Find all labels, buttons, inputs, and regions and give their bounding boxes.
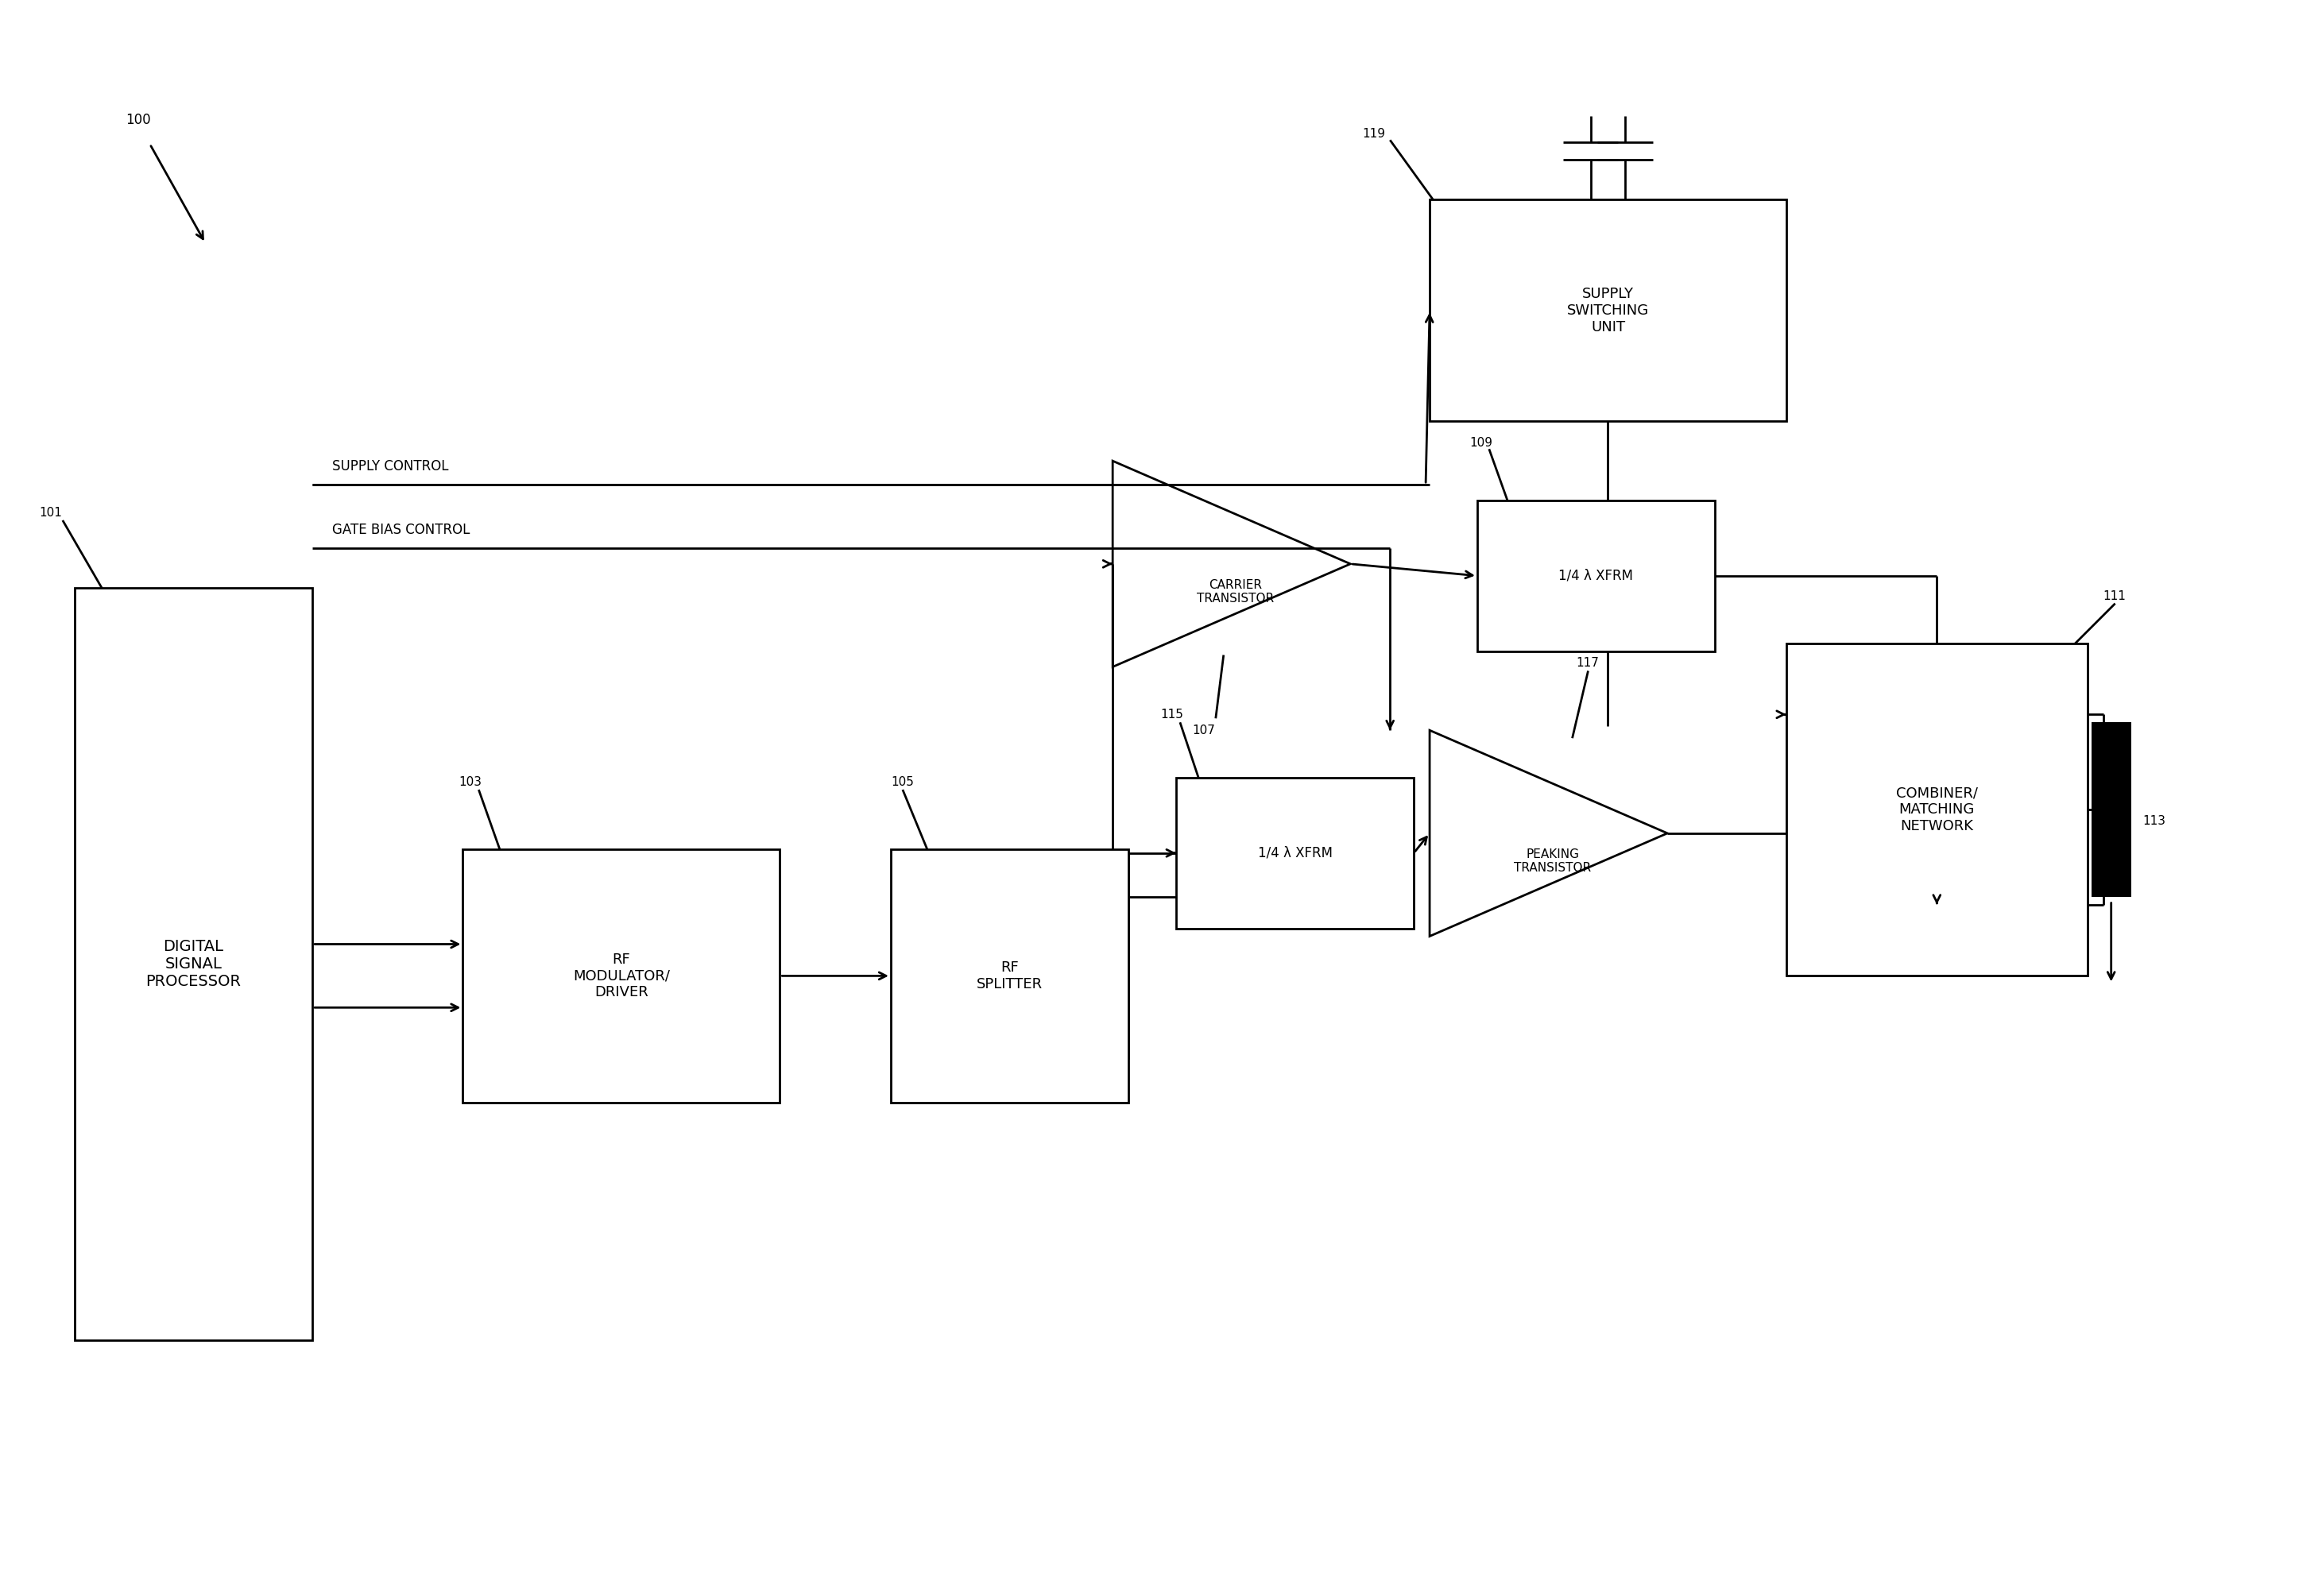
Text: SUPPLY
SWITCHING
UNIT: SUPPLY SWITCHING UNIT	[1567, 287, 1649, 334]
Bar	[1430, 200, 1786, 421]
Text: 119: 119	[1363, 128, 1386, 140]
Text: DIGITAL
SIGNAL
PROCESSOR: DIGITAL SIGNAL PROCESSOR	[146, 938, 241, 990]
Text: COMBINER/
MATCHING
NETWORK: COMBINER/ MATCHING NETWORK	[1895, 785, 1978, 833]
Bar	[892, 849, 1128, 1103]
Bar	[1786, 643, 2087, 975]
Text: 103: 103	[460, 776, 483, 788]
Text: GATE BIAS CONTROL: GATE BIAS CONTROL	[332, 522, 469, 536]
Text: 109: 109	[1470, 437, 1493, 448]
Text: 1/4 λ XFRM: 1/4 λ XFRM	[1558, 568, 1632, 583]
Text: CARRIER
TRANSISTOR: CARRIER TRANSISTOR	[1196, 579, 1275, 605]
Text: 101: 101	[39, 508, 63, 519]
Text: RF
MODULATOR/
DRIVER: RF MODULATOR/ DRIVER	[574, 953, 669, 999]
Text: 105: 105	[892, 776, 915, 788]
Bar	[1477, 501, 1716, 651]
Text: RF
SPLITTER: RF SPLITTER	[978, 961, 1043, 991]
Text: 115: 115	[1161, 709, 1184, 721]
Text: 107: 107	[1191, 725, 1214, 737]
Text: 117: 117	[1577, 658, 1600, 669]
Text: PEAKING
TRANSISTOR: PEAKING TRANSISTOR	[1514, 847, 1591, 875]
Text: 100: 100	[125, 113, 151, 128]
Bar	[1175, 777, 1414, 929]
Bar	[2092, 723, 2132, 897]
Text: 1/4 λ XFRM: 1/4 λ XFRM	[1259, 846, 1333, 860]
Bar	[74, 587, 311, 1341]
Text: SUPPLY CONTROL: SUPPLY CONTROL	[332, 460, 448, 474]
Text: 111: 111	[2104, 591, 2127, 602]
Bar	[462, 849, 780, 1103]
Text: 113: 113	[2143, 816, 2166, 827]
